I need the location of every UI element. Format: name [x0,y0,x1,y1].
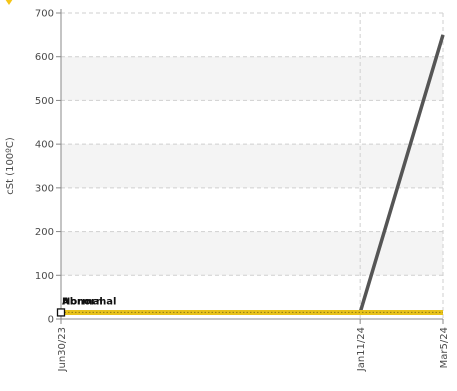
y-tick-label: 100 [35,271,54,282]
axes [56,9,444,324]
y-tick-label: 700 [35,9,54,20]
warning-icon [5,0,13,5]
y-tick-label: 400 [35,140,54,151]
y-tick-label: 500 [35,96,54,107]
background-band [61,144,443,188]
y-tick-label: 0 [48,315,54,326]
y-tick-label: 600 [35,52,54,63]
x-tick-label: Jan11/24 [356,327,367,372]
background-bands [61,56,443,276]
y-tick-label: 300 [35,183,54,194]
annotation-label: Abnormal [62,296,116,307]
annotation-label: Normal [62,296,103,307]
tick-labels: 0 100 200 300 400 500 600 700 Jun30/23 Jan11/24 Ma… [35,9,450,373]
series-line-gray [358,34,445,313]
x-tick-label: Mar5/24 [439,327,450,368]
series-layer [56,34,445,317]
background-band [61,231,443,276]
y-axis-title: cSt (100ºC) [5,137,16,195]
data-point-marker [56,308,66,317]
background-band [61,56,443,101]
x-tick-label: Jun30/23 [57,327,68,372]
y-tick-label: 200 [35,227,54,238]
